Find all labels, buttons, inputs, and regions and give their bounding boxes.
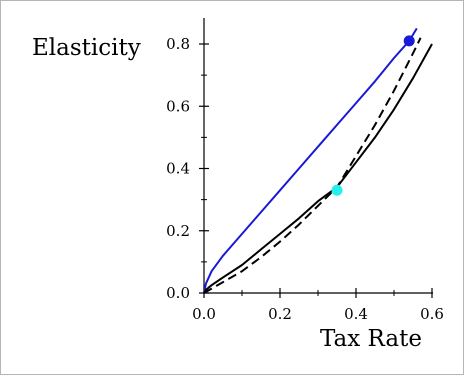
y-tick-label-4: 0.8 [166, 35, 190, 53]
y-tick-label-1: 0.2 [166, 222, 190, 240]
series-line-2 [203, 37, 422, 294]
y-axis-title: Elasticity [32, 35, 141, 61]
series-line-1 [203, 43, 433, 294]
series-line-0 [203, 27, 418, 294]
x-tick-label-2: 0.4 [344, 305, 368, 323]
data-point-marker-0 [403, 35, 415, 47]
x-tick-label-0: 0.0 [192, 305, 216, 323]
x-axis-title: Tax Rate [320, 326, 422, 352]
y-tick-label-2: 0.4 [166, 160, 190, 178]
y-tick-label-0: 0.0 [166, 284, 190, 302]
data-point-marker-1 [331, 184, 343, 196]
y-tick-label-3: 0.6 [166, 97, 190, 115]
x-tick-label-3: 0.6 [420, 305, 444, 323]
x-tick-label-1: 0.2 [268, 305, 292, 323]
